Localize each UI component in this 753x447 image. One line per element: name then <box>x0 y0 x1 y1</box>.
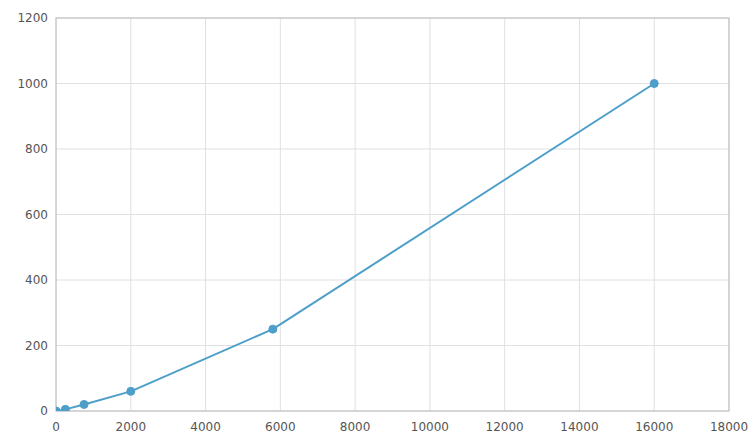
y-tick-label: 800 <box>25 142 48 156</box>
y-tick-label: 600 <box>25 208 48 222</box>
marker <box>56 407 60 411</box>
plot-frame <box>56 18 729 411</box>
y-grid-line <box>56 280 729 281</box>
marker <box>80 400 88 408</box>
x-tick-label: 6000 <box>265 420 296 434</box>
y-grid-line <box>56 83 729 84</box>
x-tick-label: 2000 <box>116 420 147 434</box>
tick-labels: 0200040006000800010000120001400016000180… <box>17 11 748 434</box>
x-tick-label: 8000 <box>340 420 371 434</box>
x-tick-label: 18000 <box>710 420 748 434</box>
plot-background <box>56 18 729 411</box>
chart-container: 0200040006000800010000120001400016000180… <box>0 0 753 447</box>
marker <box>269 325 277 333</box>
y-tick-label: 200 <box>25 339 48 353</box>
y-grid-line <box>56 214 729 215</box>
y-tick-label: 0 <box>40 404 48 418</box>
y-tick-label: 400 <box>25 273 48 287</box>
y-tick-label: 1200 <box>17 11 48 25</box>
x-tick-label: 4000 <box>190 420 221 434</box>
marker <box>127 387 135 395</box>
marker <box>61 405 69 411</box>
y-grid-line <box>56 345 729 346</box>
x-tick-label: 10000 <box>411 420 449 434</box>
marker <box>650 80 658 88</box>
line <box>56 84 654 412</box>
x-tick-label: 16000 <box>635 420 673 434</box>
x-tick-label: 0 <box>52 420 60 434</box>
x-tick-label: 12000 <box>486 420 524 434</box>
grid <box>56 18 729 411</box>
y-tick-label: 1000 <box>17 77 48 91</box>
y-grid-line <box>56 149 729 150</box>
x-tick-label: 14000 <box>560 420 598 434</box>
chart: 0200040006000800010000120001400016000180… <box>0 0 753 447</box>
series <box>56 80 658 412</box>
